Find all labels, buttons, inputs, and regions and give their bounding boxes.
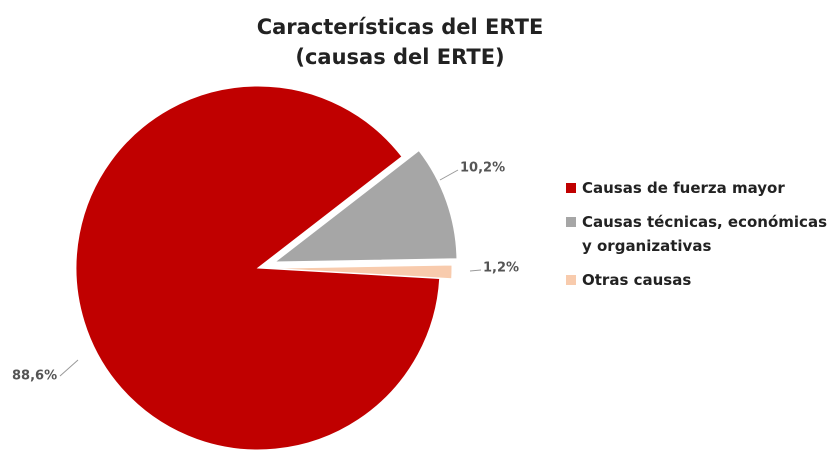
legend-item: Otras causas [566,268,833,292]
leader-line [439,169,459,181]
data-label: 1,2% [483,261,519,276]
leader-line [59,359,79,377]
legend-label: Causas técnicas, económicas y organizati… [582,213,827,255]
legend: Causas de fuerza mayor Causas técnicas, e… [566,176,833,302]
data-label: 88,6% [12,369,57,384]
legend-label: Otras causas [582,271,692,289]
pie-slice [273,149,458,263]
legend-swatch [566,275,576,285]
pie-slice [269,264,453,280]
data-label: 10,2% [460,161,505,176]
pie-slice [75,85,441,450]
chart-subtitle: (causas del ERTE) [295,45,504,69]
leader-line [469,269,482,272]
legend-swatch [566,183,576,193]
chart-title: Características del ERTE [257,15,544,39]
legend-item: Causas técnicas, económicas y organizati… [566,210,833,258]
legend-label: Causas de fuerza mayor [582,179,785,197]
legend-item: Causas de fuerza mayor [566,176,833,200]
legend-swatch [566,217,576,227]
